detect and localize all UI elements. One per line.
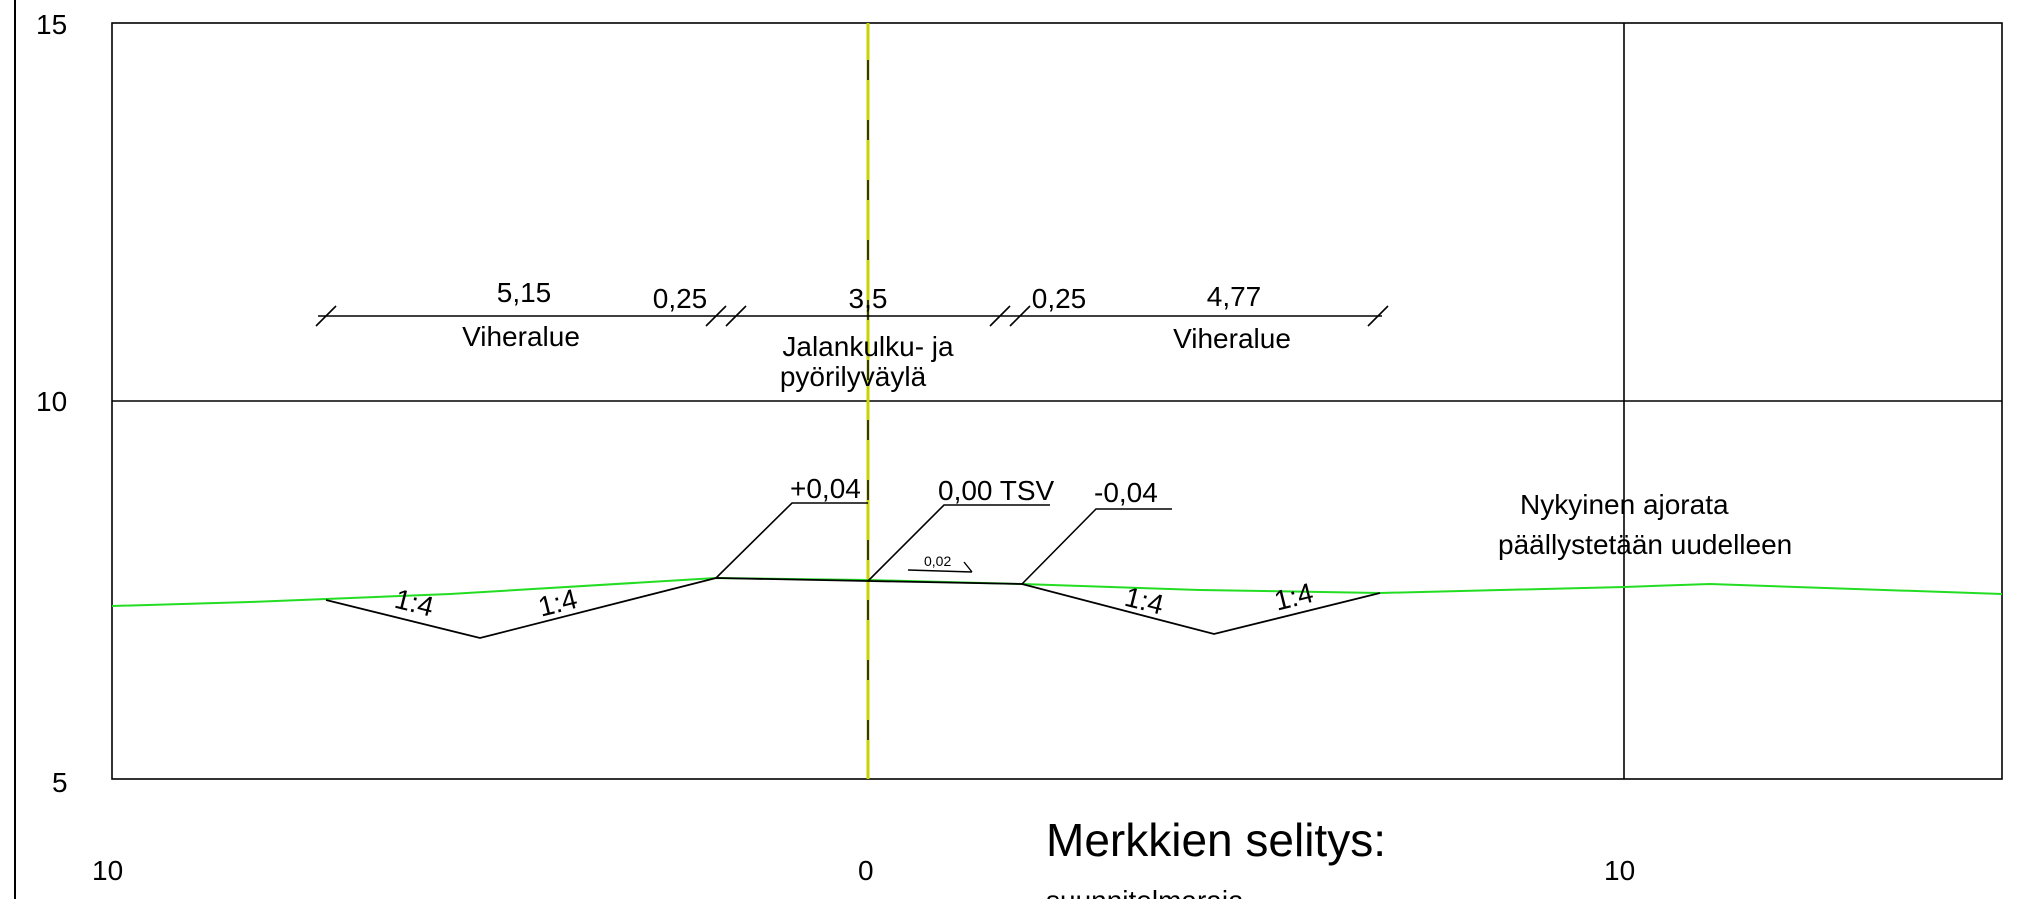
note-line-2: päällystetään uudelleen	[1498, 529, 1792, 560]
crossfall-label: 0,02	[924, 553, 951, 569]
dimension-value-left-edge: 0,25	[653, 283, 708, 314]
y-tick-label-15: 15	[36, 9, 67, 40]
zone-label-path-line1: Jalankulku- ja	[782, 331, 954, 362]
y-tick-label-5: 5	[52, 767, 68, 798]
dimension-value-left-green: 5,15	[497, 277, 552, 308]
x-tick-label-left-10: 10	[92, 855, 123, 886]
zone-label-right-green: Viheralue	[1173, 323, 1291, 354]
x-tick-label-0: 0	[858, 855, 874, 886]
legend-item-partial: suunnitelmaraja	[1046, 885, 1244, 899]
zone-label-path-line2: pyörilyväylä	[780, 361, 927, 392]
design-profile-line	[325, 577, 1381, 639]
dimension-value-right-green: 4,77	[1207, 281, 1262, 312]
elevation-label-left: +0,04	[790, 473, 861, 504]
elevation-leader-left	[715, 502, 868, 579]
dimension-value-path: 3,5	[849, 283, 888, 314]
crossfall-arrow-head	[963, 561, 973, 573]
elevation-label-right: -0,04	[1094, 477, 1158, 508]
dimension-tick	[705, 305, 727, 327]
note-line-1: Nykyinen ajorata	[1520, 489, 1729, 520]
elevation-leader-right	[1021, 508, 1172, 585]
elevation-label-center: 0,00 TSV	[938, 475, 1055, 506]
zone-label-left-green: Viheralue	[462, 321, 580, 352]
legend-title: Merkkien selitys:	[1046, 814, 1386, 866]
slope-label: 1:4	[1122, 581, 1167, 620]
dimension-value-right-edge: 0,25	[1032, 283, 1087, 314]
slope-label: 1:4	[392, 583, 437, 622]
dimension-tick	[315, 305, 337, 327]
dimension-tick	[1009, 305, 1031, 327]
elevation-leader-center	[867, 504, 1050, 582]
crossfall-arrow-line	[907, 569, 973, 573]
y-tick-label-10: 10	[36, 386, 67, 417]
dimension-tick	[725, 305, 747, 327]
dimension-tick	[1367, 305, 1389, 327]
dimension-tick	[989, 305, 1011, 327]
x-tick-label-right-10: 10	[1604, 855, 1635, 886]
